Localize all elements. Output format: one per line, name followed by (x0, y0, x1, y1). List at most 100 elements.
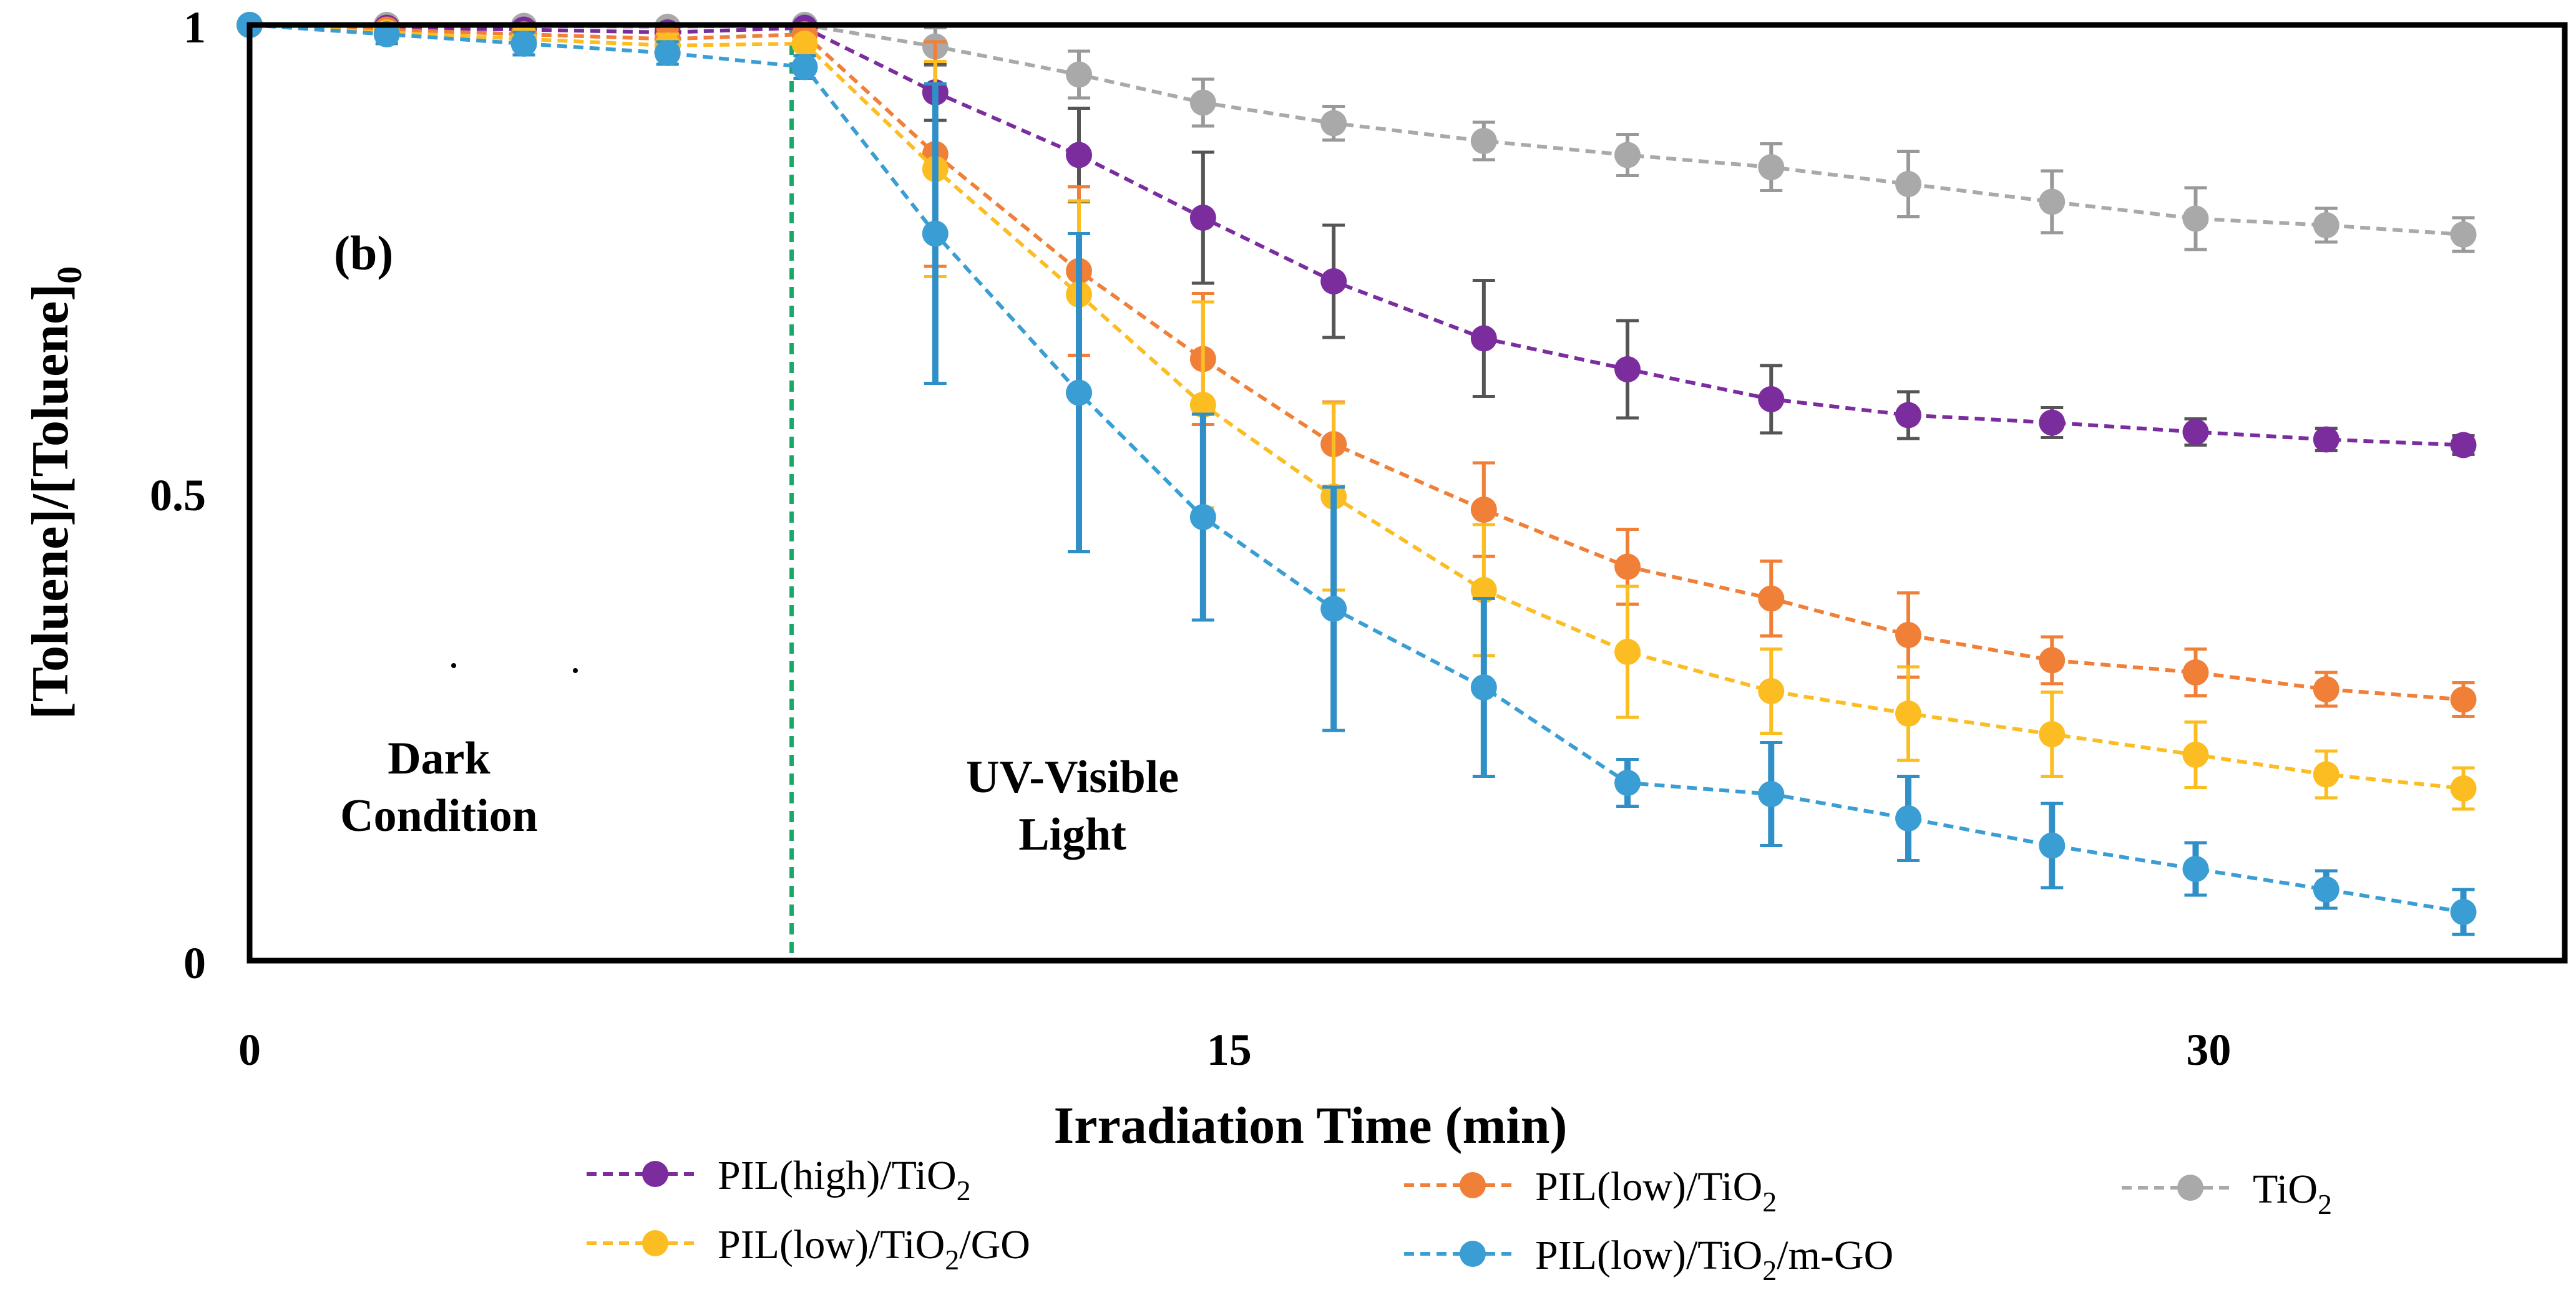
legend-label-subscript: 2 (945, 1244, 959, 1276)
data-point (2182, 659, 2209, 686)
data-point (2313, 676, 2339, 702)
data-point (1614, 142, 1641, 168)
plot-area: (b) Dark Condition UV-Visible Light (237, 12, 2477, 961)
data-point (1320, 110, 1347, 137)
legend-item-PIL(high)/TiO2: PIL(high)/TiO2 (587, 1153, 971, 1206)
data-point (1189, 205, 1216, 231)
data-point (922, 220, 949, 247)
data-point (1895, 622, 1922, 648)
data-point (1895, 402, 1922, 429)
legend-label-suffix: /GO (959, 1222, 1030, 1268)
data-point (2039, 647, 2066, 674)
legend-label-subscript: 2 (2318, 1188, 2332, 1220)
data-point (2039, 409, 2066, 436)
data-point (1895, 701, 1922, 727)
stray-dot (451, 663, 456, 668)
data-point (2039, 188, 2066, 215)
legend-label-suffix: /m-GO (1777, 1233, 1893, 1278)
data-point (1758, 386, 1785, 412)
panel-label: (b) (334, 226, 393, 280)
data-point (1066, 61, 1093, 88)
legend-label-main: PIL(low)/TiO (1535, 1164, 1762, 1210)
annotation-0-line: Dark (388, 733, 490, 784)
data-point (2450, 221, 2477, 248)
annotation-1-line: Light (1018, 809, 1126, 860)
data-point (1189, 504, 1216, 530)
data-point (1614, 553, 1641, 580)
data-point (1758, 585, 1785, 612)
data-point (2182, 742, 2209, 768)
data-point (2313, 426, 2339, 453)
data-point (1758, 154, 1785, 180)
y-tick-label: 0.5 (150, 470, 206, 520)
stray-dot (573, 668, 578, 673)
y-axis-title-text: [Toluene]/[Toluene] (21, 284, 79, 720)
data-point (2182, 856, 2209, 882)
legend-label-subscript: 2 (957, 1175, 971, 1206)
data-point (2039, 721, 2066, 747)
y-tick-label: 1 (183, 2, 206, 52)
x-tick-label: 30 (2186, 1025, 2231, 1075)
legend-label: PIL(low)/TiO2 (1535, 1164, 1777, 1218)
legend-label: PIL(high)/TiO2 (718, 1153, 971, 1206)
data-point (1470, 325, 1497, 352)
legend-marker (1460, 1172, 1486, 1198)
legend-label-subscript: 2 (1762, 1186, 1777, 1218)
legend-item-TiO2: TiO2 (2122, 1166, 2332, 1220)
legend-label-main: TiO (2253, 1166, 2318, 1212)
legend-item-PIL(low)/TiO2/m-GO: PIL(low)/TiO2/m-GO (1404, 1233, 1893, 1286)
legend-label-subscript: 2 (1762, 1254, 1777, 1286)
data-point (1758, 678, 1785, 704)
data-point (2450, 899, 2477, 925)
data-point (791, 54, 818, 80)
axes: 0 0.5 1 0 15 30 Irradiation Time (min) [Toluene… (21, 2, 2568, 1155)
legend-marker (642, 1230, 668, 1256)
data-point (1189, 392, 1216, 418)
data-point (1614, 639, 1641, 665)
data-point (1895, 171, 1922, 197)
data-point (791, 31, 818, 57)
x-tick-label: 15 (1207, 1025, 1252, 1075)
y-axis-title-subscript: 0 (51, 266, 89, 284)
y-axis-title: [Toluene]/[Toluene]0 (21, 266, 89, 720)
legend-item-PIL(low)/TiO2: PIL(low)/TiO2 (1404, 1164, 1777, 1218)
data-point (2313, 212, 2339, 238)
data-point (1470, 128, 1497, 154)
data-point (1066, 379, 1093, 406)
data-point (510, 31, 537, 57)
data-point (1614, 356, 1641, 382)
data-point (2039, 832, 2066, 859)
annotation-1-line: UV-Visible (966, 752, 1179, 803)
legend-label: TiO2 (2253, 1166, 2332, 1220)
legend-label-main: PIL(low)/TiO (718, 1222, 945, 1268)
legend-label-main: PIL(high)/TiO (718, 1153, 957, 1198)
x-tick-label: 0 (238, 1025, 261, 1075)
data-point (1189, 89, 1216, 116)
legend-marker (2177, 1175, 2203, 1201)
series-PIL(low)/TiO2/m-GO (237, 12, 2477, 936)
data-point (1614, 770, 1641, 796)
data-point (1895, 805, 1922, 832)
legend-marker (642, 1161, 668, 1187)
data-point (1758, 781, 1785, 807)
data-point (1470, 577, 1497, 603)
data-point (1320, 596, 1347, 622)
data-point (2450, 432, 2477, 458)
legend-marker (1460, 1241, 1486, 1267)
data-point (2450, 686, 2477, 713)
y-tick-label: 0 (183, 938, 206, 988)
x-axis-title: Irradiation Time (min) (1054, 1097, 1568, 1155)
data-point (2313, 761, 2339, 788)
annotation-0-line: Condition (340, 790, 538, 841)
plot-frame (246, 22, 2568, 964)
legend-label: PIL(low)/TiO2/GO (718, 1222, 1030, 1276)
legend-label: PIL(low)/TiO2/m-GO (1535, 1233, 1893, 1286)
data-point (2450, 775, 2477, 802)
data-point (1470, 674, 1497, 701)
data-point (1066, 142, 1093, 168)
legend-item-PIL(low)/TiO2/GO: PIL(low)/TiO2/GO (587, 1222, 1030, 1276)
data-point (654, 40, 681, 66)
legend-label-main: PIL(low)/TiO (1535, 1233, 1762, 1278)
